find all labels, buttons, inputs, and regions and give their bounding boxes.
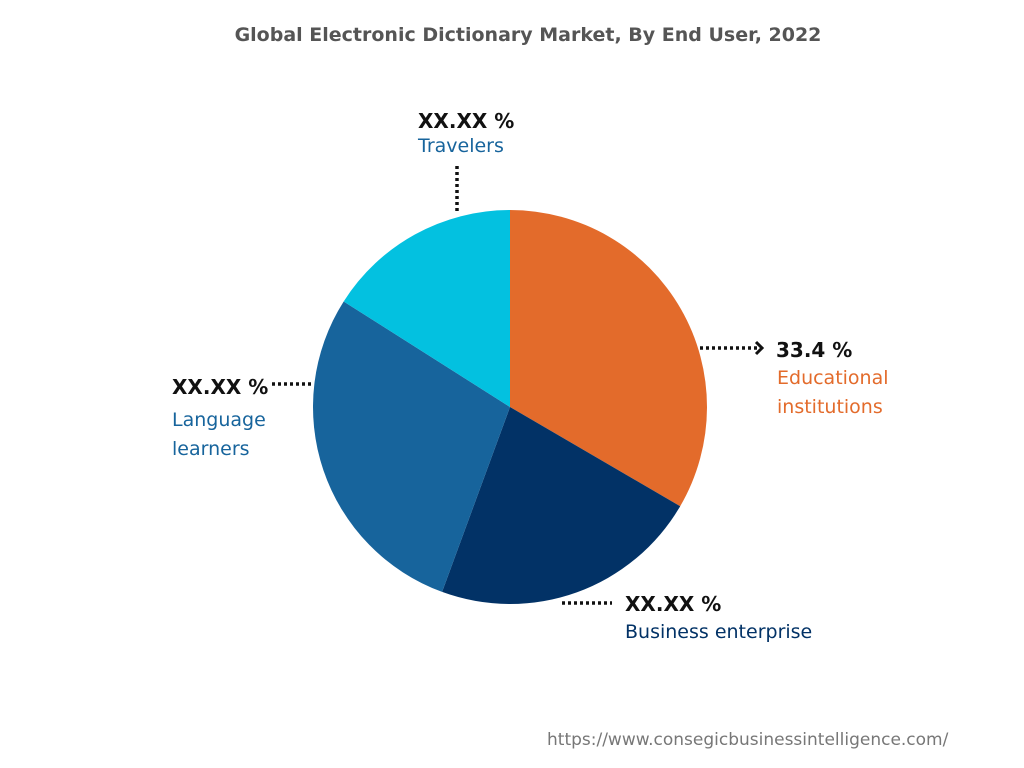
pie-slice	[313, 301, 510, 592]
source: https://www.consegicbusinessintelligence…	[547, 730, 949, 750]
pie-slice	[343, 210, 510, 407]
category-label: Educational institutions	[777, 367, 889, 418]
category-label: Travelers	[418, 135, 504, 157]
category-label: Language learners	[172, 409, 266, 460]
category-label: Business enterprise	[625, 621, 813, 643]
value-label: XX.XX %	[418, 109, 515, 133]
pie-slice	[510, 210, 707, 507]
pie-slice	[442, 407, 681, 604]
value-label: 33.4 %	[776, 338, 853, 362]
value-label: XX.XX %	[625, 592, 722, 616]
chart-title: Global Electronic Dictionary Market, By …	[234, 24, 822, 46]
leader-arrow	[754, 340, 765, 356]
value-label: XX.XX %	[172, 375, 269, 399]
